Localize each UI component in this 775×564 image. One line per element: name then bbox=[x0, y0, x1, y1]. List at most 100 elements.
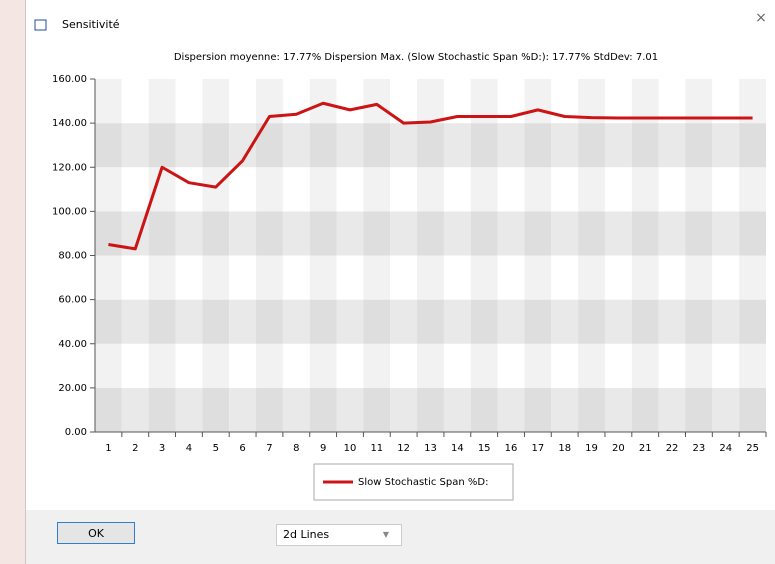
grid-cell bbox=[175, 343, 203, 388]
grid-cell bbox=[363, 79, 391, 124]
grid-cell bbox=[578, 343, 605, 388]
chart-subtitle: Dispersion moyenne: 17.77% Dispersion Ma… bbox=[174, 52, 658, 63]
grid-cell bbox=[309, 299, 337, 344]
grid-cell bbox=[175, 123, 203, 168]
grid-cell bbox=[175, 79, 203, 124]
grid-cell bbox=[658, 79, 686, 124]
grid-cell bbox=[256, 387, 283, 432]
grid-cell bbox=[363, 255, 391, 300]
grid-cell bbox=[121, 387, 149, 432]
grid-cell bbox=[470, 211, 498, 256]
grid-cell bbox=[417, 123, 444, 168]
grid-cell bbox=[712, 387, 740, 432]
x-tick-label: 24 bbox=[719, 443, 732, 454]
x-tick-label: 17 bbox=[531, 443, 544, 454]
x-tick-label: 23 bbox=[693, 443, 706, 454]
close-button[interactable]: × bbox=[755, 10, 767, 26]
grid-cell bbox=[336, 255, 364, 300]
grid-cell bbox=[390, 211, 418, 256]
grid-cell bbox=[175, 387, 203, 432]
grid-cell bbox=[417, 299, 444, 344]
legend-label: Slow Stochastic Span %D: bbox=[358, 477, 488, 488]
grid-cell bbox=[658, 343, 686, 388]
grid-cell bbox=[524, 387, 552, 432]
grid-cell bbox=[443, 343, 471, 388]
grid-cell bbox=[202, 255, 230, 300]
grid-cell bbox=[148, 211, 176, 256]
grid-cell bbox=[524, 343, 552, 388]
x-tick-label: 6 bbox=[239, 443, 245, 454]
grid-cell bbox=[282, 211, 310, 256]
grid-cell bbox=[712, 211, 740, 256]
ok-button[interactable]: OK bbox=[57, 522, 135, 544]
dropdown-value: 2d Lines bbox=[283, 528, 330, 541]
grid-cell bbox=[175, 167, 203, 212]
grid-cell bbox=[390, 343, 418, 388]
grid-cell bbox=[551, 255, 579, 300]
grid-cell bbox=[202, 343, 230, 388]
grid-cell bbox=[497, 123, 525, 168]
x-tick-label: 10 bbox=[344, 443, 357, 454]
grid-cell bbox=[148, 343, 176, 388]
button-bar: OK 2d Lines ▼ bbox=[26, 510, 775, 564]
grid-cell bbox=[175, 211, 203, 256]
grid-cell bbox=[470, 255, 498, 300]
grid-cell bbox=[739, 211, 766, 256]
grid-cell bbox=[631, 387, 659, 432]
grid-cell bbox=[282, 167, 310, 212]
grid-cell bbox=[282, 387, 310, 432]
x-tick-label: 3 bbox=[159, 443, 165, 454]
y-tick-label: 60.00 bbox=[58, 295, 87, 306]
grid-cell bbox=[336, 167, 364, 212]
y-tick-label: 160.00 bbox=[52, 74, 87, 85]
grid-cell bbox=[551, 123, 579, 168]
grid-cell bbox=[443, 299, 471, 344]
grid-cell bbox=[631, 343, 659, 388]
grid-cell bbox=[631, 123, 659, 168]
grid-cell bbox=[229, 387, 257, 432]
grid-cell bbox=[282, 343, 310, 388]
grid-cell bbox=[470, 343, 498, 388]
grid-cell bbox=[121, 167, 149, 212]
grid-cell bbox=[524, 299, 552, 344]
grid-cell bbox=[604, 79, 632, 124]
chart-type-dropdown[interactable]: 2d Lines ▼ bbox=[276, 524, 402, 546]
grid-cell bbox=[282, 123, 310, 168]
grid-cell bbox=[417, 343, 444, 388]
grid-cell bbox=[363, 123, 391, 168]
grid-cell bbox=[551, 299, 579, 344]
grid-cell bbox=[229, 299, 257, 344]
grid-cell bbox=[497, 167, 525, 212]
grid-cell bbox=[712, 343, 740, 388]
dialog: Sensitivité × Dispersion moyenne: 17.77%… bbox=[25, 0, 775, 564]
grid-cell bbox=[148, 255, 176, 300]
grid-cell bbox=[202, 387, 230, 432]
x-tick-label: 2 bbox=[132, 443, 138, 454]
grid-cell bbox=[658, 211, 686, 256]
grid-cell bbox=[631, 299, 659, 344]
grid-cell bbox=[658, 387, 686, 432]
x-tick-label: 13 bbox=[424, 443, 437, 454]
grid-cell bbox=[578, 211, 605, 256]
grid-cell bbox=[336, 299, 364, 344]
x-tick-label: 4 bbox=[186, 443, 192, 454]
x-tick-label: 19 bbox=[585, 443, 598, 454]
grid-cell bbox=[712, 79, 740, 124]
grid-cell bbox=[685, 387, 713, 432]
grid-cell bbox=[390, 387, 418, 432]
grid-cell bbox=[604, 211, 632, 256]
grid-cell bbox=[443, 211, 471, 256]
grid-cell bbox=[121, 255, 149, 300]
x-tick-label: 25 bbox=[746, 443, 759, 454]
grid-cell bbox=[309, 343, 337, 388]
grid-cell bbox=[336, 79, 364, 124]
grid-cell bbox=[739, 255, 766, 300]
grid-cell bbox=[470, 387, 498, 432]
grid-cell bbox=[148, 79, 176, 124]
y-tick-label: 0.00 bbox=[65, 427, 87, 438]
dropdown-arrow: ▼ bbox=[382, 530, 389, 539]
grid-cell bbox=[363, 211, 391, 256]
grid-cell bbox=[229, 79, 257, 124]
grid-cell bbox=[631, 79, 659, 124]
grid-cell bbox=[578, 299, 605, 344]
